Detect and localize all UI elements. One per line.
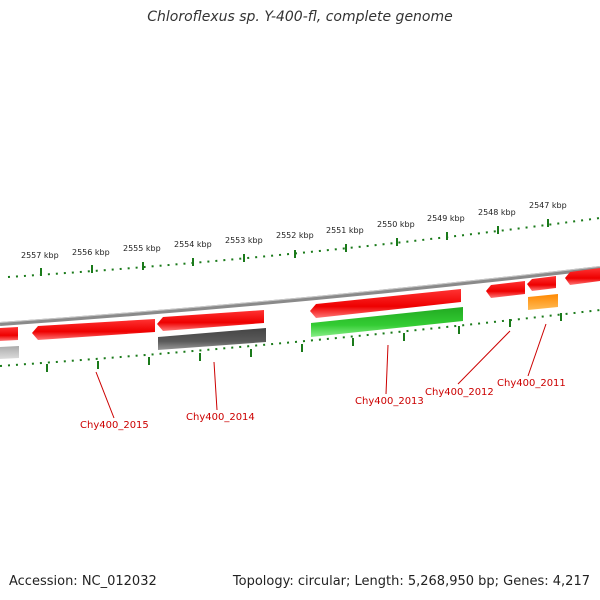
outer-genes <box>0 268 600 341</box>
map-title: Chloroflexus sp. Y-400-fl, complete geno… <box>147 9 453 25</box>
gene-bar[interactable] <box>0 346 19 359</box>
scale-label: 2549 kbp <box>427 214 465 223</box>
cds-arrow[interactable] <box>527 276 556 291</box>
callout-line <box>213 361 218 411</box>
scale-label: 2552 kbp <box>276 231 314 240</box>
inner-ruler <box>0 309 600 372</box>
scale-labels: 2557 kbp 2556 kbp 2555 kbp 2554 kbp 2553… <box>21 201 567 260</box>
cds-arrow[interactable] <box>157 310 264 331</box>
gene-label-chy400-2015[interactable]: Chy400_2015 <box>80 420 149 431</box>
scale-label: 2555 kbp <box>123 244 161 253</box>
scale-label: 2553 kbp <box>225 236 263 245</box>
gene-bar[interactable] <box>528 294 558 310</box>
callout-lines <box>95 323 547 419</box>
cds-arrow[interactable] <box>0 327 18 341</box>
gene-label-chy400-2011[interactable]: Chy400_2011 <box>497 378 566 389</box>
gene-label-chy400-2014[interactable]: Chy400_2014 <box>186 412 255 423</box>
callout-line <box>385 344 389 395</box>
genome-summary: Topology: circular; Length: 5,268,950 bp… <box>232 574 590 589</box>
cds-arrow[interactable] <box>565 268 600 285</box>
cds-arrow[interactable] <box>310 289 461 318</box>
scale-ticks <box>40 219 549 276</box>
callout-line <box>527 323 547 377</box>
inner-genes <box>0 294 558 359</box>
genome-backbone-highlight <box>0 266 600 323</box>
gene-bar[interactable] <box>158 328 266 350</box>
scale-label: 2557 kbp <box>21 251 59 260</box>
scale-label: 2548 kbp <box>478 208 516 217</box>
scale-label: 2556 kbp <box>72 248 110 257</box>
scale-label: 2551 kbp <box>326 226 364 235</box>
gene-bar[interactable] <box>311 307 463 337</box>
gene-label-chy400-2012[interactable]: Chy400_2012 <box>425 387 494 398</box>
scale-ruler: 2557 kbp 2556 kbp 2555 kbp 2554 kbp 2553… <box>7 201 600 278</box>
accession-text: Accession: NC_012032 <box>9 574 157 589</box>
scale-label: 2554 kbp <box>174 240 212 249</box>
genome-backbone <box>0 266 600 326</box>
scale-label: 2550 kbp <box>377 220 415 229</box>
callout-line <box>457 330 511 385</box>
cds-arrow[interactable] <box>486 281 525 298</box>
cds-arrow[interactable] <box>32 319 155 340</box>
scale-label: 2547 kbp <box>529 201 567 210</box>
gene-label-chy400-2013[interactable]: Chy400_2013 <box>355 396 424 407</box>
gene-labels: Chy400_2015 Chy400_2014 Chy400_2013 Chy4… <box>80 378 566 431</box>
callout-line <box>95 371 115 419</box>
